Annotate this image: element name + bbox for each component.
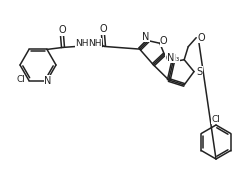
Text: O: O xyxy=(58,25,66,35)
Text: CH₃: CH₃ xyxy=(165,54,179,63)
Text: O: O xyxy=(160,36,168,46)
Text: NH: NH xyxy=(88,39,102,48)
Text: NH: NH xyxy=(75,39,89,48)
Text: N: N xyxy=(167,53,175,63)
Text: O: O xyxy=(99,24,107,34)
Text: N: N xyxy=(143,32,150,42)
Text: N: N xyxy=(44,76,52,86)
Text: Cl: Cl xyxy=(212,115,220,123)
Text: O: O xyxy=(197,33,205,43)
Text: Cl: Cl xyxy=(16,75,25,84)
Text: S: S xyxy=(196,67,202,77)
